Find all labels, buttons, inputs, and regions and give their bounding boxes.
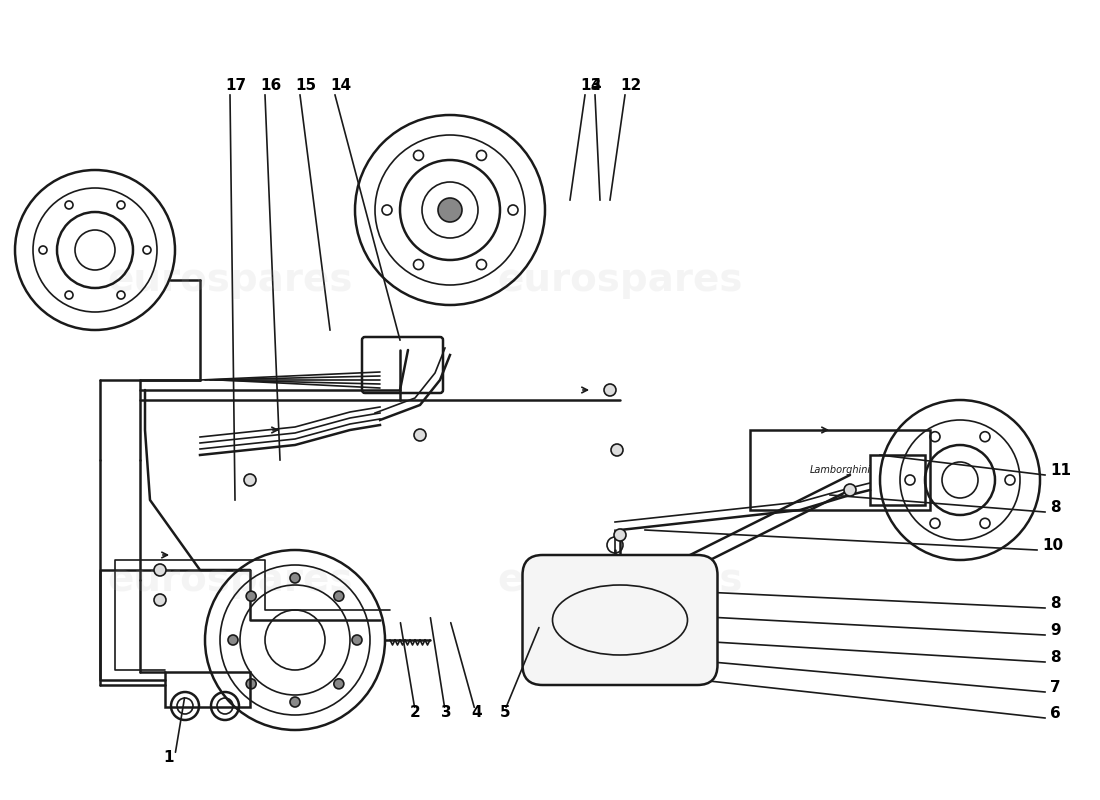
Circle shape <box>610 444 623 456</box>
Circle shape <box>333 679 344 689</box>
Bar <box>165 672 250 707</box>
Text: eurospares: eurospares <box>108 561 353 599</box>
Text: 8: 8 <box>1050 596 1060 611</box>
Circle shape <box>604 384 616 396</box>
Text: 15: 15 <box>295 78 316 93</box>
Text: eurospares: eurospares <box>497 561 742 599</box>
Circle shape <box>614 529 626 541</box>
Circle shape <box>414 429 426 441</box>
Text: 11: 11 <box>1050 463 1071 478</box>
Circle shape <box>844 484 856 496</box>
Text: 8: 8 <box>1050 650 1060 665</box>
Circle shape <box>246 679 256 689</box>
Circle shape <box>244 474 256 486</box>
Text: 1: 1 <box>163 750 174 765</box>
Text: 4: 4 <box>590 78 601 93</box>
Text: Lamborghini: Lamborghini <box>810 465 870 475</box>
Circle shape <box>438 198 462 222</box>
Circle shape <box>290 573 300 583</box>
Circle shape <box>333 591 344 601</box>
Bar <box>870 455 925 505</box>
Text: 12: 12 <box>620 78 641 93</box>
Text: eurospares: eurospares <box>108 261 353 299</box>
Text: 6: 6 <box>1050 706 1060 721</box>
Text: 17: 17 <box>226 78 246 93</box>
Text: 2: 2 <box>410 705 420 720</box>
Text: 8: 8 <box>1050 500 1060 515</box>
Bar <box>750 430 930 510</box>
Text: eurospares: eurospares <box>497 261 742 299</box>
Text: 5: 5 <box>500 705 510 720</box>
Circle shape <box>290 697 300 707</box>
Text: 16: 16 <box>260 78 282 93</box>
Text: 9: 9 <box>1050 623 1060 638</box>
Circle shape <box>246 591 256 601</box>
FancyBboxPatch shape <box>522 555 717 685</box>
Text: 14: 14 <box>330 78 351 93</box>
Text: 10: 10 <box>1042 538 1063 553</box>
Text: 13: 13 <box>580 78 601 93</box>
Circle shape <box>352 635 362 645</box>
Circle shape <box>228 635 238 645</box>
Text: 3: 3 <box>441 705 452 720</box>
Circle shape <box>154 564 166 576</box>
Circle shape <box>154 594 166 606</box>
Text: 7: 7 <box>1050 680 1060 695</box>
Text: 4: 4 <box>471 705 482 720</box>
